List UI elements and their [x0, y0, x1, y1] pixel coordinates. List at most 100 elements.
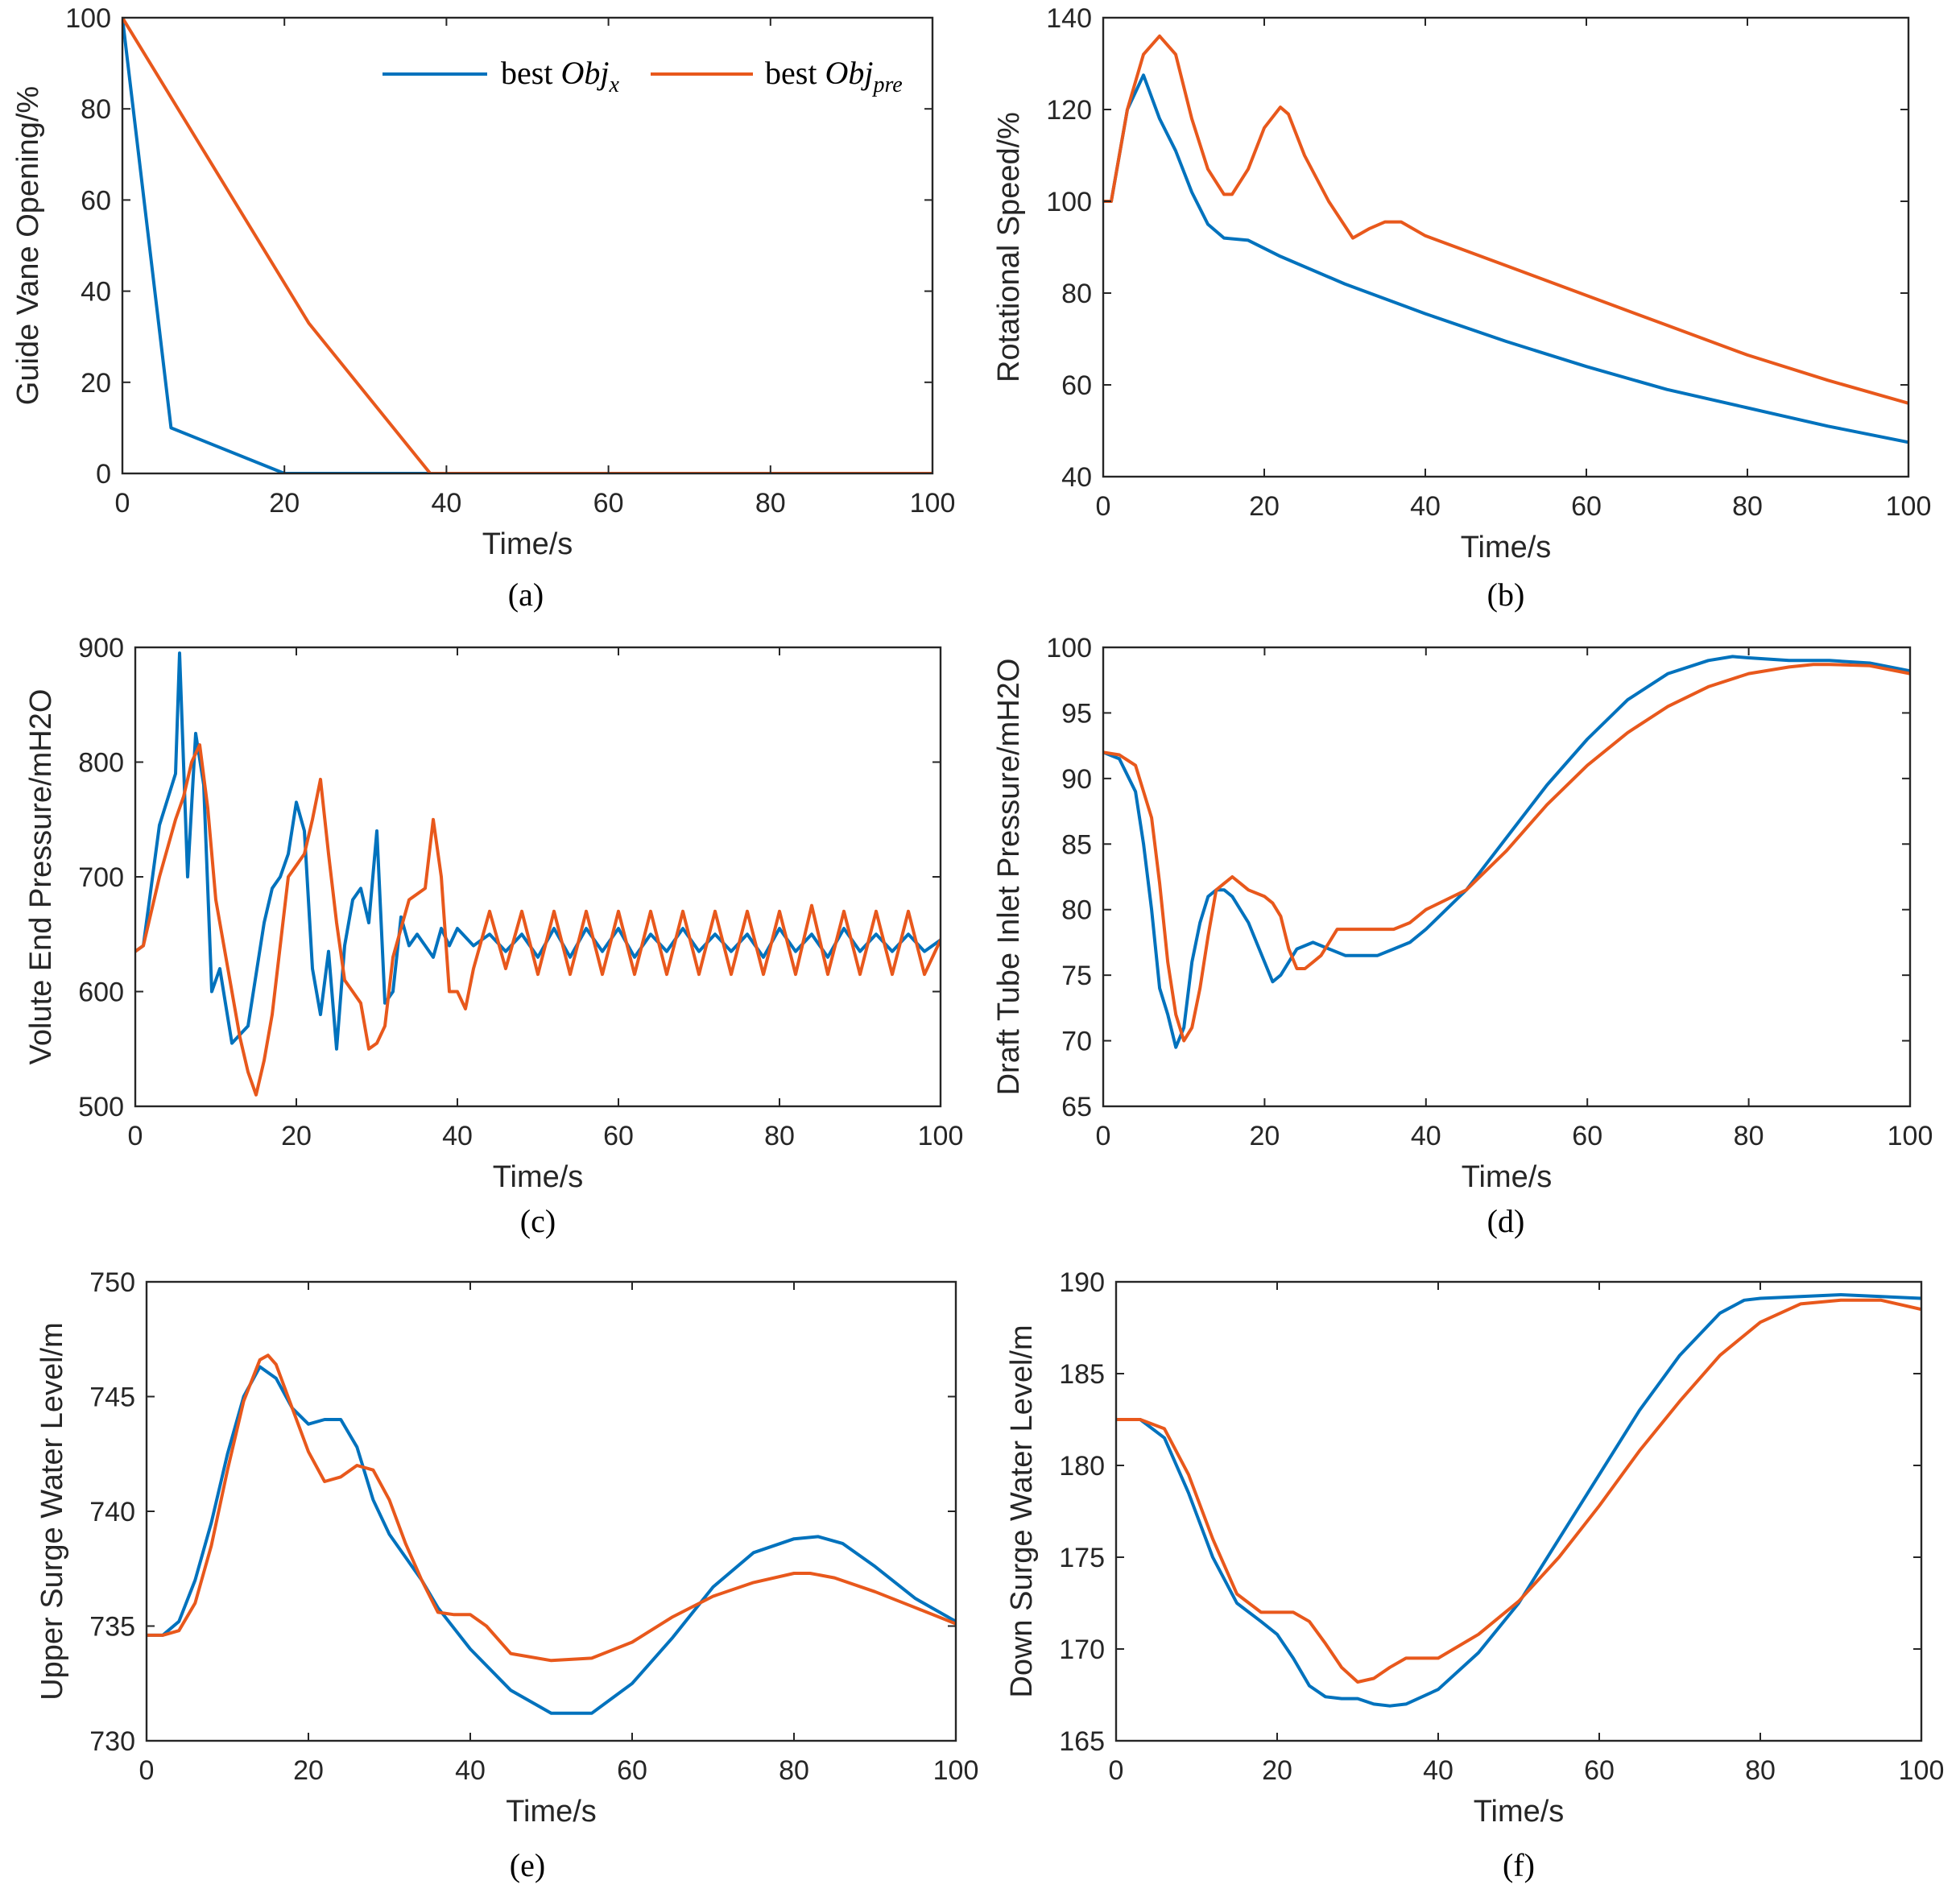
- x-tick-label-d: 40: [1411, 1121, 1441, 1151]
- axis-box-a: [121, 16, 934, 475]
- x-tick-label-f: 60: [1584, 1755, 1615, 1786]
- x-tick-label-b: 100: [1886, 491, 1932, 522]
- y-tick-label-f: 165: [1059, 1726, 1105, 1757]
- series-line-d-obj-x: [1103, 655, 1910, 1049]
- y-tick-label-c: 600: [78, 977, 124, 1008]
- x-tick-label-d: 20: [1249, 1121, 1280, 1151]
- x-tick-label-e: 60: [617, 1755, 647, 1786]
- y-tick-label-a: 20: [81, 368, 111, 399]
- series-line-b-obj-pre: [1103, 34, 1908, 405]
- x-tick-label-e: 0: [139, 1755, 155, 1786]
- y-tick-label-e: 730: [89, 1726, 135, 1757]
- series-line-e-obj-x: [147, 1365, 956, 1715]
- chart-e: 0 20 40 60 80 100 730 735 740 745 750 Time/s Upper S…: [35, 1267, 978, 1883]
- x-tick-label-b: 0: [1096, 491, 1111, 522]
- y-axis-label-f: Down Surge Water Level/m: [1005, 1325, 1039, 1697]
- x-tick-label-a: 0: [115, 488, 130, 519]
- panel-label-a: (a): [508, 577, 544, 613]
- y-tick-label-b: 40: [1061, 462, 1092, 493]
- x-tick-label-d: 100: [1888, 1121, 1933, 1151]
- series-line-c-obj-pre: [135, 743, 941, 1097]
- x-tick-label-a: 80: [755, 488, 786, 519]
- y-tick-label-f: 175: [1059, 1543, 1105, 1573]
- chart-c: 0 20 40 60 80 100 500 600 700 800 900 Time/s Volute …: [24, 633, 963, 1239]
- y-tick-label-a: 100: [65, 3, 111, 34]
- x-axis-label-a: Time/s: [482, 527, 573, 561]
- x-tick-label-e: 20: [293, 1755, 324, 1786]
- y-tick-label-e: 735: [89, 1612, 135, 1643]
- x-axis-label-d: Time/s: [1462, 1160, 1553, 1194]
- x-tick-label-f: 20: [1262, 1755, 1292, 1786]
- y-axis-label-a: Guide Vane Opening/%: [11, 86, 45, 405]
- x-tick-label-f: 80: [1745, 1755, 1776, 1786]
- series-line-c-obj-x: [135, 651, 941, 1051]
- x-tick-label-f: 0: [1109, 1755, 1124, 1786]
- y-tick-label-f: 190: [1059, 1267, 1105, 1298]
- axis-box-f: [1114, 1280, 1923, 1742]
- x-tick-label-c: 40: [442, 1121, 473, 1151]
- y-tick-label-d: 85: [1061, 829, 1092, 860]
- axis-box-d: [1102, 646, 1912, 1108]
- x-axis-label-e: Time/s: [506, 1795, 597, 1829]
- series-line-f-obj-pre: [1116, 1298, 1921, 1684]
- x-tick-label-e: 40: [455, 1755, 486, 1786]
- series-line-a-obj-pre: [122, 18, 932, 473]
- x-axis-label-c: Time/s: [493, 1160, 584, 1194]
- x-tick-label-e: 100: [933, 1755, 979, 1786]
- x-tick-label-a: 60: [593, 488, 624, 519]
- y-tick-label-e: 745: [89, 1382, 135, 1413]
- y-tick-label-b: 80: [1061, 279, 1092, 309]
- y-tick-label-c: 900: [78, 633, 124, 663]
- panel-label-f: (f): [1503, 1847, 1535, 1883]
- y-tick-label-a: 40: [81, 277, 111, 308]
- y-tick-label-d: 75: [1061, 961, 1092, 991]
- series-line-a-obj-x: [122, 18, 932, 473]
- y-tick-label-d: 90: [1061, 764, 1092, 795]
- x-tick-label-c: 100: [918, 1121, 964, 1151]
- y-tick-label-f: 185: [1059, 1359, 1105, 1390]
- y-tick-label-b: 120: [1046, 95, 1092, 126]
- x-tick-label-e: 80: [779, 1755, 809, 1786]
- x-tick-label-d: 0: [1096, 1121, 1111, 1151]
- y-tick-label-c: 800: [78, 748, 124, 779]
- y-tick-label-b: 140: [1046, 3, 1092, 34]
- panel-label-c: (c): [520, 1203, 556, 1239]
- axis-box-e: [145, 1280, 957, 1742]
- y-tick-label-e: 740: [89, 1497, 135, 1527]
- x-tick-label-f: 100: [1899, 1755, 1945, 1786]
- chart-b: 0 20 40 60 80 100 40 60 80 100 120 140 Time/s Rotatio…: [992, 3, 1931, 613]
- panel-label-d: (d): [1487, 1203, 1525, 1239]
- legend-label-series2: best Objpre: [765, 55, 903, 97]
- x-tick-label-b: 40: [1410, 491, 1441, 522]
- x-tick-label-c: 60: [603, 1121, 634, 1151]
- y-axis-label-d: Draft Tube Inlet Pressure/mH2O: [992, 659, 1026, 1096]
- axis-box-b: [1102, 16, 1910, 478]
- legend: best Objx best Objpre: [382, 55, 903, 97]
- chart-panels: 0 20 40 60 80 100 0 20 40 60 80 100 Time/s Guide Vane…: [11, 3, 1944, 1883]
- y-tick-label-d: 65: [1061, 1092, 1092, 1122]
- y-tick-label-f: 170: [1059, 1635, 1105, 1665]
- y-tick-label-d: 95: [1061, 698, 1092, 729]
- x-tick-label-b: 80: [1732, 491, 1763, 522]
- legend-label-series1: best Objx: [501, 55, 619, 97]
- x-tick-label-c: 0: [128, 1121, 143, 1151]
- x-tick-label-a: 100: [910, 488, 956, 519]
- panel-label-b: (b): [1487, 577, 1525, 613]
- y-tick-label-f: 180: [1059, 1451, 1105, 1482]
- x-tick-label-a: 20: [269, 488, 300, 519]
- x-tick-label-b: 60: [1571, 491, 1602, 522]
- x-tick-label-a: 40: [431, 488, 461, 519]
- y-tick-label-a: 0: [96, 459, 111, 490]
- series-line-b-obj-x: [1103, 73, 1908, 444]
- y-tick-label-d: 70: [1061, 1027, 1092, 1057]
- y-tick-label-c: 500: [78, 1092, 124, 1122]
- y-tick-label-a: 80: [81, 94, 111, 125]
- y-tick-label-a: 60: [81, 185, 111, 216]
- x-tick-label-c: 80: [764, 1121, 795, 1151]
- series-line-f-obj-x: [1116, 1293, 1921, 1708]
- y-axis-label-c: Volute End Pressure/mH2O: [24, 689, 58, 1065]
- series-line-e-obj-pre: [147, 1354, 956, 1663]
- chart-a: 0 20 40 60 80 100 0 20 40 60 80 100 Time/s Guide Vane…: [11, 3, 955, 613]
- y-axis-label-b: Rotational Speed/%: [992, 112, 1026, 382]
